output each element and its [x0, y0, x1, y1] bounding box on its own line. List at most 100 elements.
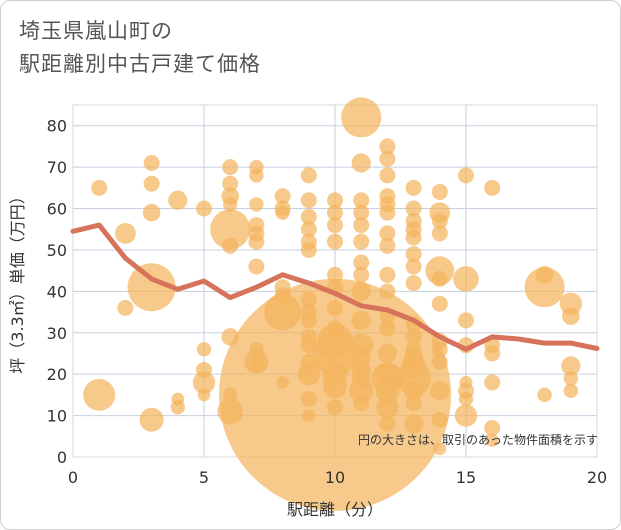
bubble-point	[353, 266, 370, 283]
bubble-point	[327, 320, 343, 337]
bubble-point	[379, 266, 396, 283]
bubble-point	[431, 295, 448, 312]
bubble-point	[379, 415, 396, 432]
average-price-line	[70, 222, 600, 352]
y-tick-label: 70	[47, 158, 67, 177]
bubble-point	[431, 183, 448, 200]
bubble-point	[323, 374, 347, 399]
bubble-point	[274, 287, 291, 304]
y-tick-label: 40	[47, 282, 67, 301]
chart-title-line-1: 埼玉県嵐山町の	[19, 19, 173, 43]
bubble-point	[300, 353, 317, 370]
bubble-point	[274, 188, 291, 205]
bubble-point	[351, 281, 371, 301]
chart-title: 埼玉県嵐山町の 駅距離別中古戸建て価格	[19, 15, 261, 81]
bubble-point	[327, 192, 343, 209]
bubble-point	[196, 200, 212, 217]
bubble-point	[430, 381, 450, 401]
bubble-point	[300, 221, 317, 238]
bubble-point	[454, 404, 478, 427]
bubble-point	[431, 212, 448, 229]
bubble-point	[300, 241, 317, 258]
y-tick-label: 20	[47, 365, 67, 384]
bubble-point	[379, 225, 396, 242]
bubble-point	[377, 343, 397, 364]
bubble-point	[405, 341, 422, 358]
bubble-point	[379, 167, 396, 184]
bubble-point	[405, 179, 422, 196]
x-tick-label: 20	[587, 468, 607, 487]
bubble-point	[351, 153, 371, 173]
bubble-point	[353, 217, 370, 234]
x-tick-label: 10	[325, 468, 345, 487]
bubble-point	[563, 371, 578, 386]
bubble-point	[405, 200, 422, 217]
bubble-point	[405, 275, 422, 292]
x-tick-label: 15	[456, 468, 476, 487]
y-tick-label: 60	[47, 200, 67, 219]
bubble-point	[453, 266, 479, 292]
bubble-point	[168, 190, 188, 210]
bubble-point	[458, 391, 474, 407]
bubble-point	[353, 204, 370, 221]
bubble-point	[142, 203, 161, 222]
bubble-point	[484, 420, 501, 437]
bubble-point	[249, 168, 264, 183]
bubble-point	[353, 233, 370, 250]
bubble-point	[222, 175, 239, 192]
bubble-point	[351, 368, 371, 388]
bubble-point	[537, 387, 552, 403]
bubble-point	[210, 209, 251, 250]
bubble-point	[300, 208, 317, 225]
bubble-point	[249, 358, 264, 374]
bubble-size-note: 円の大きさは、取引のあった物件面積を示す	[358, 432, 598, 447]
bubble-point	[459, 376, 473, 389]
bubble-point	[405, 229, 422, 246]
bubble-point	[264, 293, 301, 331]
x-axis-title: 駅距離（分）	[287, 500, 383, 519]
bubble-point	[171, 392, 185, 406]
bubble-point	[376, 396, 399, 419]
bubble-point	[127, 263, 176, 312]
bubble-point	[248, 258, 265, 275]
bubble-point	[197, 388, 211, 402]
bubble-point	[379, 138, 396, 155]
y-tick-label: 50	[47, 241, 67, 260]
bubble-point	[559, 292, 582, 315]
bubble-point	[300, 291, 317, 308]
bubble-point	[223, 387, 238, 403]
bubble-point	[276, 376, 289, 389]
bubble-point	[485, 434, 499, 447]
bubble-point	[327, 217, 343, 234]
bubble-point	[375, 378, 400, 403]
bubble-point	[300, 337, 317, 354]
bubble-point	[297, 362, 320, 386]
bubble-point	[433, 442, 447, 456]
bubble-point	[143, 175, 160, 192]
bubble-point	[524, 267, 565, 308]
bubble-point	[379, 204, 396, 221]
bubble-point	[405, 328, 422, 345]
x-tick-label: 5	[199, 468, 209, 487]
bubble-point	[275, 205, 290, 220]
y-tick-label: 0	[57, 448, 67, 467]
bubble-point	[431, 270, 448, 287]
bubble-point	[431, 411, 448, 428]
bubble-point	[217, 398, 243, 425]
bubble-point	[404, 414, 424, 434]
bubble-point	[248, 233, 265, 250]
bubble-point	[327, 399, 343, 416]
bubble-point	[143, 154, 160, 171]
bubble-point	[404, 381, 424, 401]
bubble-point	[115, 222, 136, 244]
y-tick-label: 30	[47, 324, 67, 343]
bubble-point	[458, 312, 474, 329]
bubble-point	[379, 283, 396, 300]
bubble-point	[458, 167, 474, 184]
bubble-point	[379, 150, 396, 167]
bubble-point	[300, 391, 317, 408]
bubble-point	[327, 266, 343, 283]
y-axis-title: 坪（3.3㎡）単価（万円）	[8, 188, 27, 373]
bubble-point	[431, 341, 448, 358]
